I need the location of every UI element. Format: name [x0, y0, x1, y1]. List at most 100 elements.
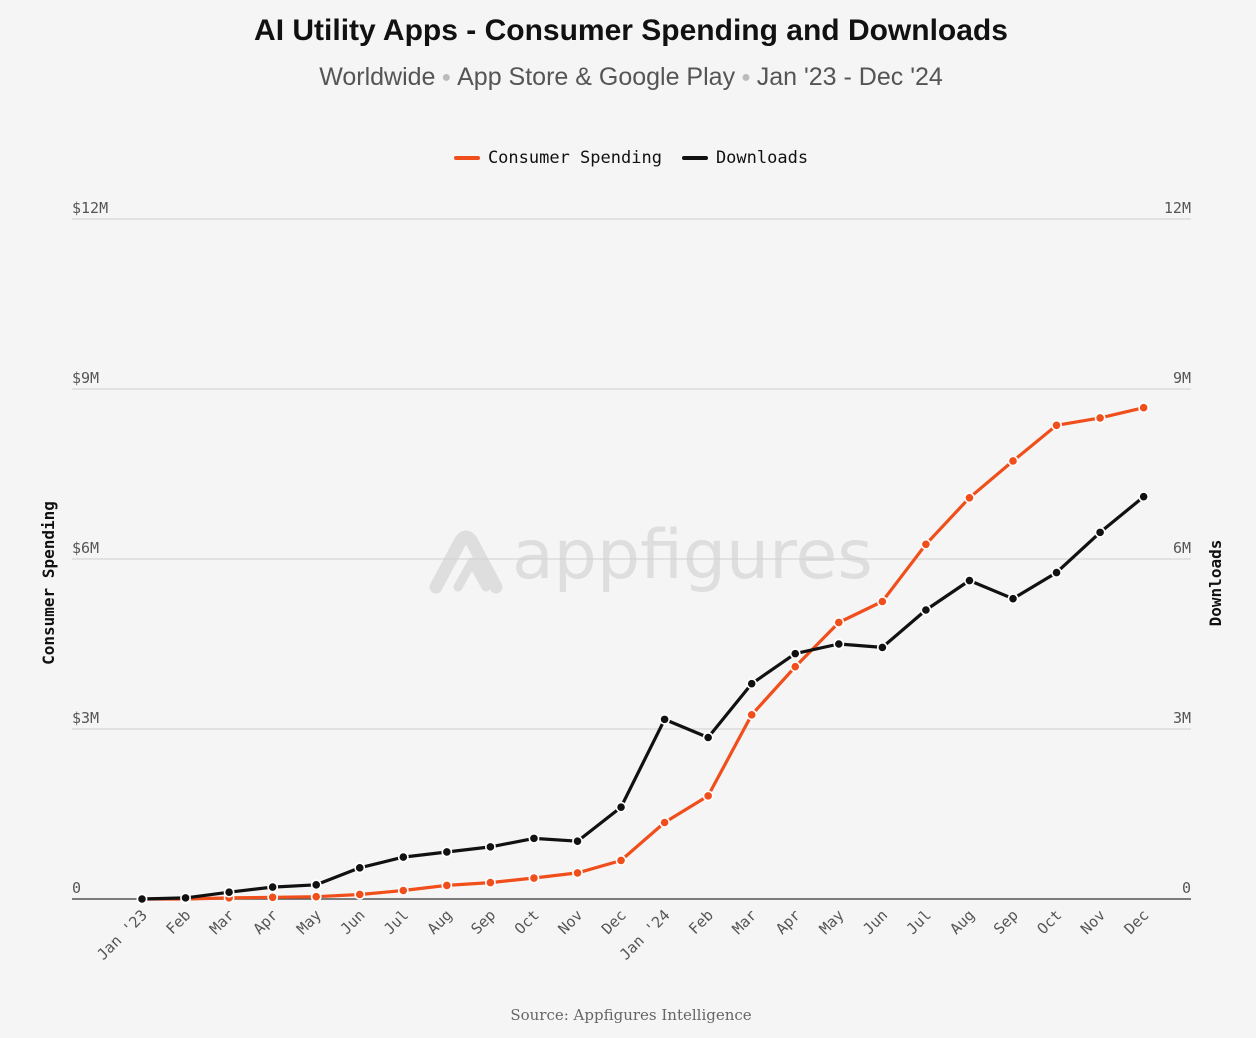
left-axis-ticks: 0 $3M $6M $9M $12M — [72, 199, 108, 897]
data-point-downloads — [397, 851, 409, 863]
data-point-spending — [920, 538, 932, 550]
data-point-downloads — [1094, 526, 1106, 538]
data-point-spending — [484, 877, 496, 888]
legend-label-downloads: Downloads — [715, 148, 809, 168]
x-tick-label: Oct — [1033, 906, 1065, 938]
subtitle-region: Worldwide — [319, 63, 436, 91]
grid-lines — [72, 218, 1191, 900]
subtitle-separator: ● — [741, 69, 751, 87]
data-point-spending — [746, 709, 758, 721]
data-point-spending — [441, 880, 453, 891]
x-tick-label: Dec — [1121, 906, 1153, 938]
y-right-tick-label: 9M — [1173, 369, 1191, 387]
data-point-spending — [354, 889, 366, 900]
data-point-downloads — [964, 575, 975, 586]
x-tick-label: Apr — [250, 906, 282, 938]
x-tick-label: Sep — [990, 906, 1022, 938]
legend-item-spending[interactable]: Consumer Spending — [453, 148, 662, 168]
x-tick-label: May — [816, 906, 848, 938]
chart-legend: Consumer Spending Downloads — [0, 148, 1256, 168]
chart-title: AI Utility Apps - Consumer Spending and … — [254, 14, 1008, 47]
x-axis-ticks: Jan '23 Feb Mar Apr May Jun Jul Aug Sep Oct Nov Dec… — [93, 906, 1152, 963]
y-axis-left-label: Consumer Spending — [39, 501, 58, 665]
data-point-downloads — [180, 892, 191, 904]
data-point-downloads — [876, 642, 888, 653]
data-point-downloads — [136, 893, 148, 905]
data-point-downloads — [572, 835, 583, 847]
x-tick-label: Aug — [424, 906, 456, 938]
x-tick-label: Mar — [206, 906, 238, 938]
data-point-downloads — [1138, 491, 1150, 503]
series-line-downloads — [140, 495, 1146, 901]
data-point-spending — [1007, 455, 1019, 467]
y-left-tick-label: $9M — [72, 369, 99, 387]
data-point-downloads — [833, 638, 845, 650]
data-point-spending — [876, 596, 888, 607]
data-point-downloads — [659, 713, 670, 725]
line-chart: appfigures 0 $3M $6M $9M $12M 0 3M 6M 9M 12M Jan… — [39, 199, 1225, 964]
y-axis-right-label: Downloads — [1206, 540, 1225, 627]
appfigures-watermark: appfigures — [429, 516, 873, 595]
y-right-tick-label: 12M — [1164, 199, 1191, 217]
data-point-downloads — [746, 678, 758, 690]
x-tick-label: Jul — [380, 906, 412, 938]
subtitle-separator: ● — [441, 69, 452, 87]
data-point-downloads — [528, 832, 540, 844]
data-point-downloads — [484, 841, 496, 853]
y-left-tick-label: $12M — [72, 199, 108, 217]
data-point-spending — [1094, 412, 1106, 424]
series-line-spending — [140, 406, 1146, 901]
y-right-tick-label: 6M — [1173, 539, 1191, 557]
x-tick-label: Jan '23 — [93, 906, 150, 963]
chart-subtitle: Worldwide ● App Store & Google Play ● Jan '2… — [0, 63, 1256, 92]
data-point-downloads — [702, 732, 714, 743]
appfigures-logo-icon — [429, 530, 503, 594]
data-point-downloads — [354, 862, 366, 874]
y-right-tick-label: 0 — [1182, 879, 1191, 897]
data-point-spending — [833, 617, 845, 628]
x-tick-label: Feb — [685, 906, 717, 938]
x-tick-label: Feb — [162, 906, 194, 938]
data-point-spending — [659, 817, 670, 828]
x-tick-label: Jul — [903, 906, 935, 938]
data-point-downloads — [920, 604, 932, 616]
x-tick-label: Nov — [1077, 906, 1109, 938]
data-point-spending — [267, 891, 279, 903]
right-axis-ticks: 0 3M 6M 9M 12M — [1164, 199, 1191, 897]
x-tick-label: Jun — [337, 906, 369, 938]
x-tick-label: Dec — [598, 906, 630, 938]
source-note: Source: Appfigures Intelligence — [510, 1006, 752, 1024]
data-point-downloads — [223, 886, 235, 898]
x-tick-label: Sep — [467, 906, 499, 938]
data-point-downloads — [615, 801, 627, 813]
series-layer — [136, 402, 1150, 905]
data-point-spending — [789, 661, 801, 673]
data-point-downloads — [1007, 593, 1019, 605]
x-tick-label: Aug — [946, 906, 978, 938]
data-point-spending — [702, 790, 714, 802]
legend-swatch-downloads — [681, 156, 708, 160]
series-downloads — [136, 491, 1150, 905]
y-left-tick-label: $6M — [72, 539, 99, 557]
legend-swatch-spending — [453, 156, 480, 160]
data-point-downloads — [789, 648, 801, 660]
y-left-tick-label: $3M — [72, 709, 99, 727]
series-spending — [136, 402, 1150, 905]
data-point-spending — [1051, 419, 1062, 431]
data-point-spending — [310, 891, 322, 903]
data-point-spending — [397, 885, 409, 896]
y-right-tick-label: 3M — [1173, 709, 1191, 727]
watermark-text: appfigures — [512, 516, 873, 595]
x-tick-label: Mar — [729, 906, 761, 938]
x-tick-label: Jun — [859, 906, 891, 938]
legend-item-downloads[interactable]: Downloads — [681, 148, 809, 168]
subtitle-stores: App Store & Google Play — [457, 63, 736, 91]
x-tick-label: Oct — [511, 906, 543, 938]
y-left-tick-label: 0 — [72, 879, 81, 897]
x-tick-label: Apr — [772, 906, 804, 938]
data-point-spending — [964, 492, 975, 504]
legend-label-spending: Consumer Spending — [487, 148, 662, 168]
data-point-spending — [615, 855, 627, 866]
x-tick-label: Nov — [554, 906, 586, 938]
x-tick-label: May — [293, 906, 325, 938]
